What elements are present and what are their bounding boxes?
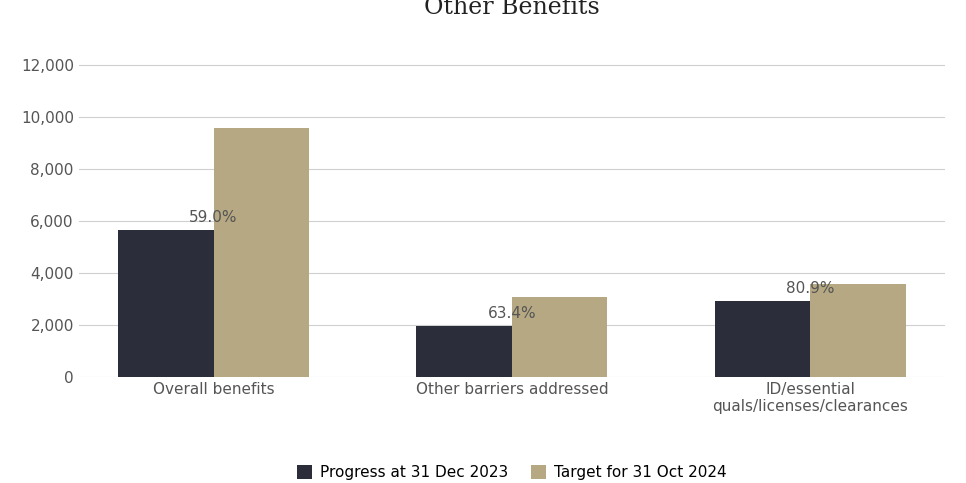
Title: Other Benefits: Other Benefits: [424, 0, 600, 19]
Bar: [715, 301, 810, 377]
Text: 59.0%: 59.0%: [189, 210, 238, 225]
Bar: [118, 230, 213, 377]
Text: 63.4%: 63.4%: [488, 306, 536, 321]
Bar: [416, 327, 512, 377]
Bar: [213, 128, 309, 377]
Bar: [512, 297, 608, 377]
Bar: [810, 284, 906, 377]
Legend: Progress at 31 Dec 2023, Target for 31 Oct 2024: Progress at 31 Dec 2023, Target for 31 O…: [291, 459, 733, 483]
Text: 80.9%: 80.9%: [786, 281, 835, 296]
